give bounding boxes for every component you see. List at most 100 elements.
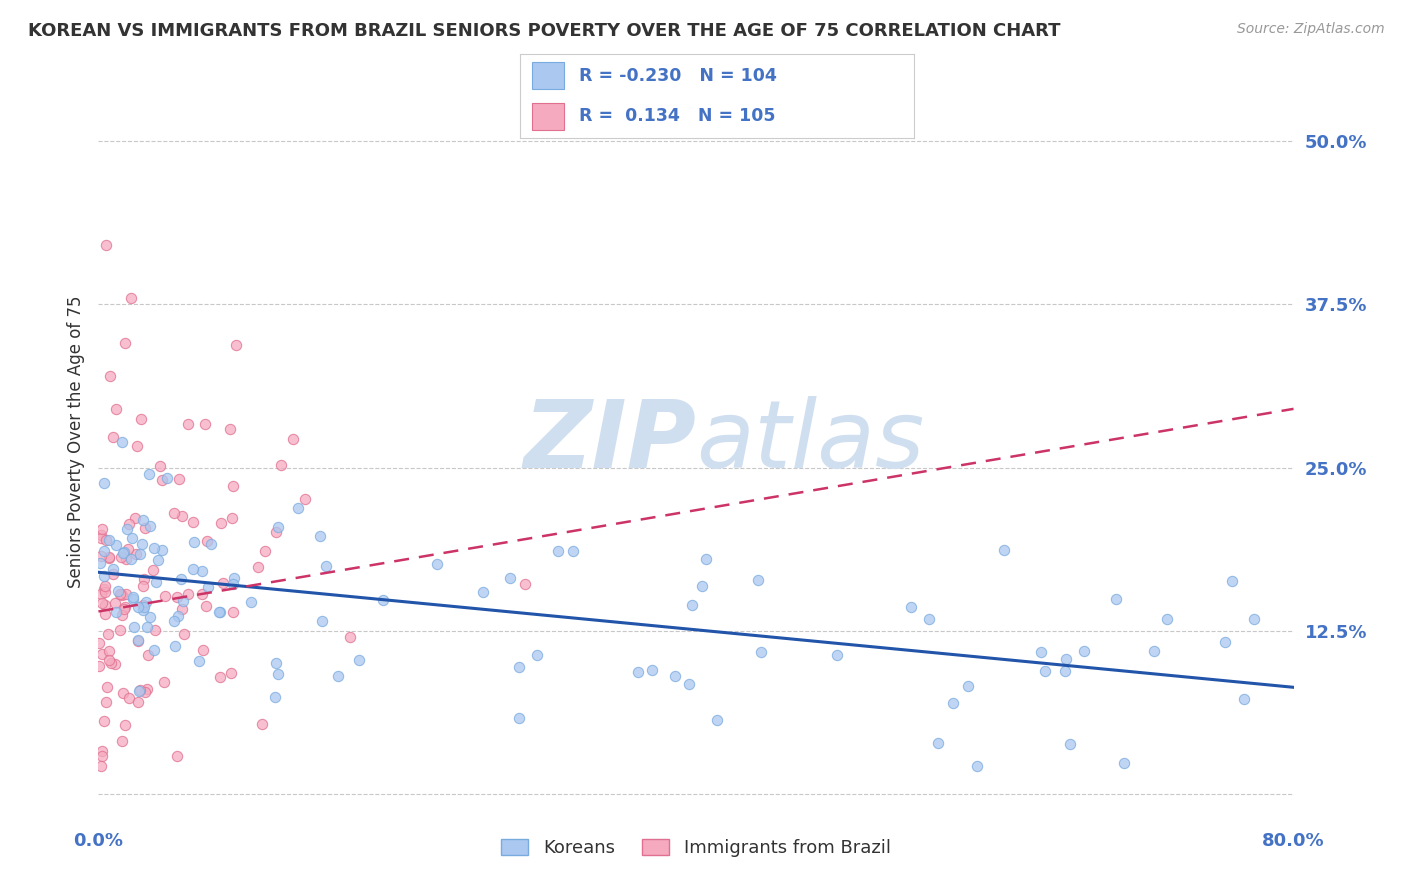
Point	[111, 686, 134, 700]
Point	[135, 620, 157, 634]
Point	[112, 544, 135, 558]
Point	[122, 619, 145, 633]
Point	[145, 575, 167, 590]
Point	[104, 596, 127, 610]
Point	[98, 643, 121, 657]
Point	[111, 434, 134, 449]
Point	[135, 595, 157, 609]
Text: R =  0.134   N = 105: R = 0.134 N = 105	[579, 107, 776, 125]
Point	[264, 690, 287, 704]
Point	[93, 582, 115, 597]
Point	[1243, 612, 1265, 626]
Point	[134, 685, 156, 699]
Point	[118, 516, 141, 531]
Point	[194, 599, 217, 614]
Point	[111, 734, 134, 748]
Point	[127, 439, 149, 453]
Point	[117, 541, 139, 556]
Point	[641, 663, 664, 677]
Point	[136, 648, 159, 662]
Point	[562, 544, 585, 558]
Point	[270, 458, 292, 473]
Point	[956, 679, 979, 693]
Point	[749, 645, 772, 659]
Point	[1213, 634, 1236, 648]
Point	[515, 576, 537, 591]
Point	[664, 669, 686, 683]
Point	[1031, 645, 1053, 659]
Point	[191, 587, 214, 601]
Point	[197, 533, 219, 548]
Point	[121, 531, 143, 545]
Point	[1105, 592, 1128, 607]
Point	[134, 520, 156, 534]
Point	[132, 598, 155, 612]
Point	[247, 560, 270, 574]
Point	[264, 525, 287, 540]
Point	[212, 576, 235, 591]
Point	[104, 657, 127, 671]
Point	[281, 432, 304, 446]
Point	[108, 623, 131, 637]
Point	[138, 467, 160, 482]
Point	[172, 509, 194, 524]
Point	[115, 522, 138, 536]
Point	[142, 541, 165, 556]
Point	[89, 556, 111, 570]
Point	[111, 546, 134, 560]
Point	[149, 458, 172, 473]
Point	[150, 542, 173, 557]
Point	[1143, 644, 1166, 658]
Point	[90, 549, 112, 563]
Point	[1073, 644, 1095, 658]
Point	[124, 511, 146, 525]
Point	[139, 610, 162, 624]
Point	[197, 580, 219, 594]
Point	[221, 577, 243, 591]
Point	[183, 534, 205, 549]
Point	[90, 758, 112, 772]
Point	[176, 587, 198, 601]
Point	[181, 562, 204, 576]
Point	[162, 615, 184, 629]
Point	[129, 683, 152, 698]
Point	[90, 587, 112, 601]
Point	[547, 544, 569, 558]
Point	[678, 677, 700, 691]
Legend: Koreans, Immigrants from Brazil: Koreans, Immigrants from Brazil	[494, 832, 898, 864]
Point	[128, 684, 150, 698]
Point	[172, 593, 194, 607]
Point	[91, 748, 114, 763]
Point	[209, 605, 232, 619]
Point	[221, 606, 243, 620]
Point	[224, 571, 246, 585]
Point	[132, 513, 155, 527]
Point	[87, 659, 110, 673]
Point	[118, 691, 141, 706]
Point	[94, 607, 117, 622]
Point	[695, 552, 717, 566]
Point	[177, 417, 200, 431]
Point	[129, 547, 152, 561]
Point	[104, 605, 127, 619]
Point	[193, 643, 215, 657]
Point	[115, 587, 138, 601]
Point	[152, 473, 174, 487]
Point	[96, 680, 118, 694]
Point	[94, 599, 117, 613]
Bar	[531, 62, 564, 89]
Point	[101, 430, 124, 444]
Text: R = -0.230   N = 104: R = -0.230 N = 104	[579, 67, 778, 85]
Point	[112, 601, 135, 615]
Point	[90, 528, 112, 542]
Point	[115, 551, 138, 566]
Point	[218, 422, 240, 436]
Point	[93, 475, 115, 490]
Point	[825, 648, 848, 662]
Point	[156, 471, 179, 485]
Point	[508, 660, 530, 674]
Point	[142, 643, 165, 657]
Point	[129, 412, 152, 426]
Point	[125, 548, 148, 562]
Point	[225, 338, 247, 352]
